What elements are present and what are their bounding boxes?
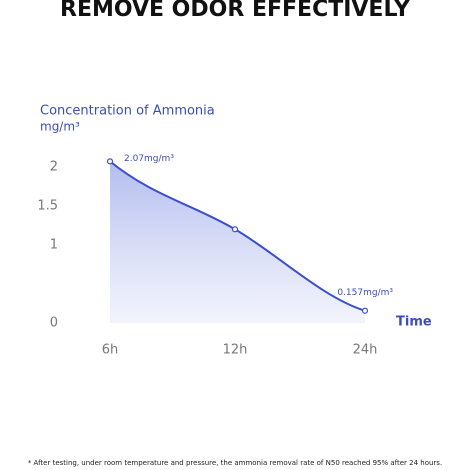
point [106,158,114,165]
area [110,161,365,323]
footnote: * After testing, under room temperature … [28,459,442,467]
y-axis-unit: mg/m³ [40,120,80,134]
x-tick-label: 6h [102,343,119,358]
y-tick-label: 2 [50,159,58,174]
point [231,226,239,233]
data-label: 0.157mg/m³ [337,288,393,298]
chart-title: REMOVE ODOR EFFECTIVELY [60,0,411,22]
y-tick-label: 1 [50,237,58,252]
data-label: 2.07mg/m³ [124,154,174,164]
x-axis-title: Time [396,315,432,330]
x-tick-label: 24h [353,343,378,358]
x-tick-label: 12h [223,343,248,358]
point [361,307,369,314]
y-tick-label: 1.5 [37,198,58,213]
y-axis-title: Concentration of Ammonia [40,104,215,119]
y-tick-label: 0 [50,316,58,331]
